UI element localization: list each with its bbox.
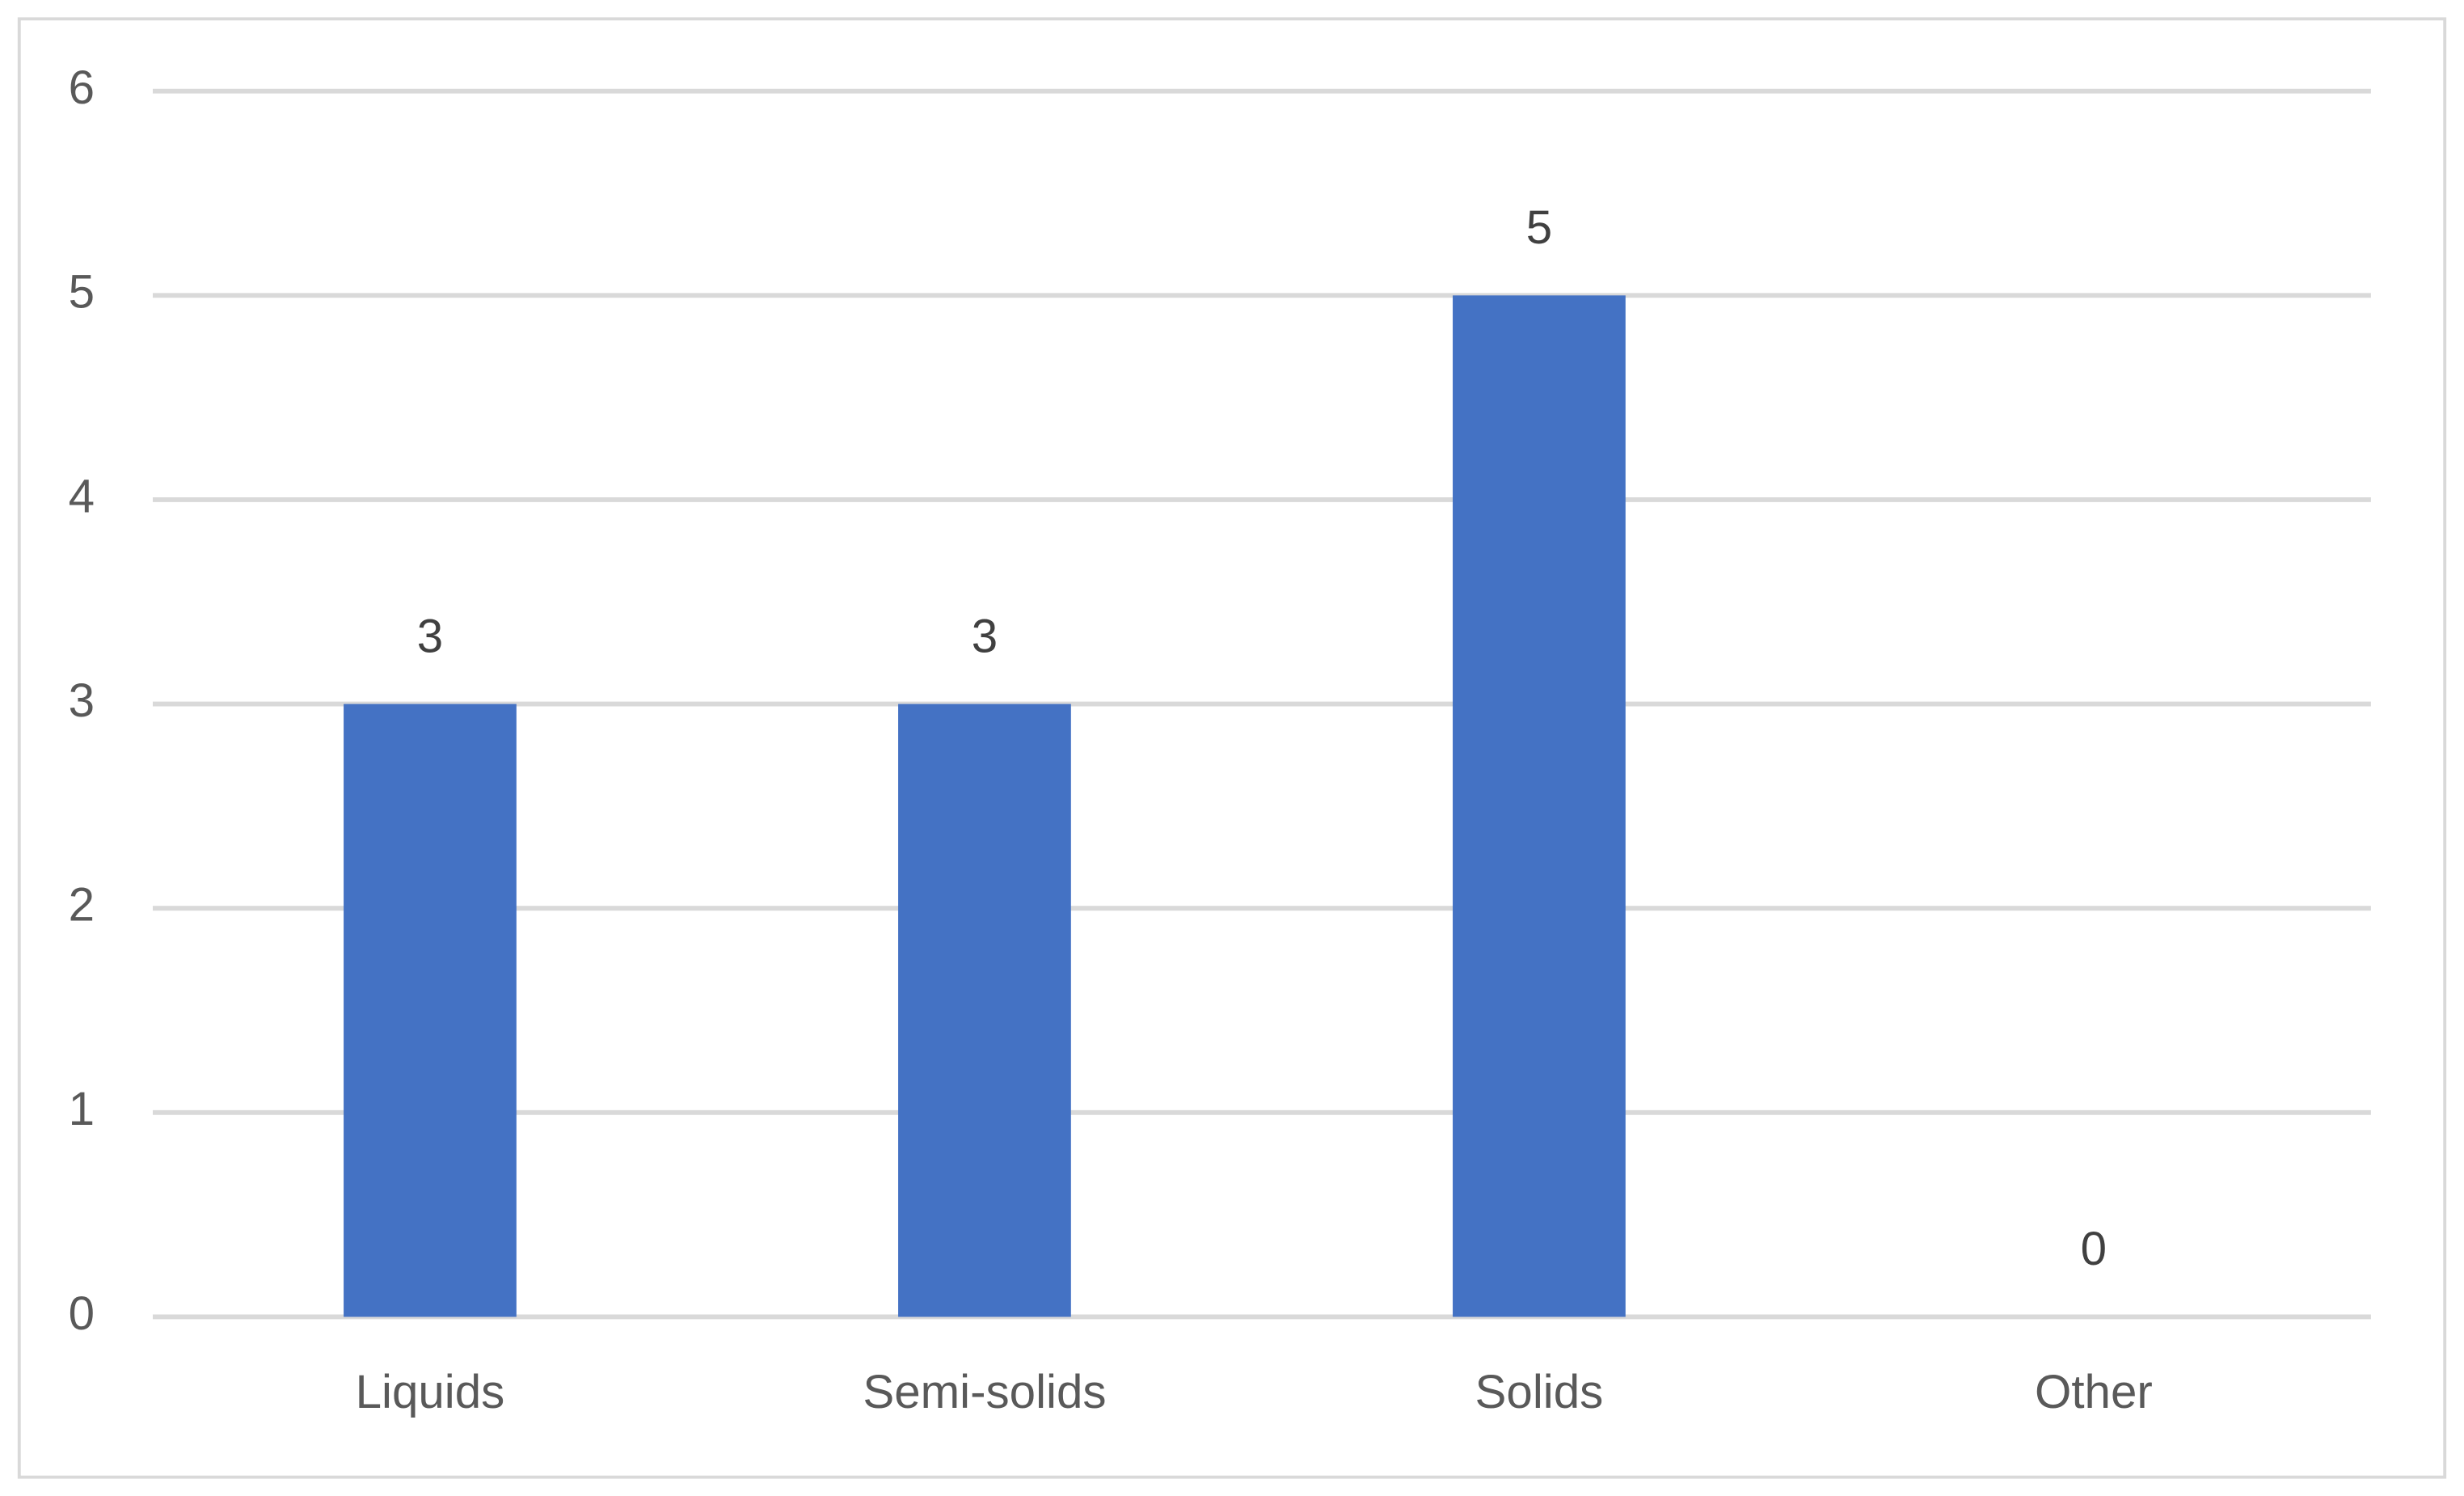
x-tick-label: Liquids: [356, 1366, 505, 1418]
bar: [898, 704, 1071, 1317]
y-tick-label: 5: [69, 266, 95, 319]
y-tick-label: 4: [69, 470, 95, 522]
x-tick-label: Semi-solids: [863, 1366, 1106, 1418]
y-tick-label: 3: [69, 674, 95, 727]
x-tick-label: Solids: [1475, 1366, 1604, 1418]
value-label: 3: [972, 610, 998, 662]
y-tick-label: 0: [69, 1287, 95, 1340]
y-tick-label: 1: [69, 1083, 95, 1135]
y-tick-label: 6: [69, 61, 95, 114]
value-label: 5: [1526, 201, 1552, 254]
bar: [344, 704, 517, 1317]
value-label: 0: [2081, 1223, 2107, 1275]
bar: [1453, 295, 1626, 1317]
y-tick-label: 2: [69, 879, 95, 932]
value-label: 3: [417, 610, 443, 662]
x-tick-label: Other: [2035, 1366, 2153, 1418]
